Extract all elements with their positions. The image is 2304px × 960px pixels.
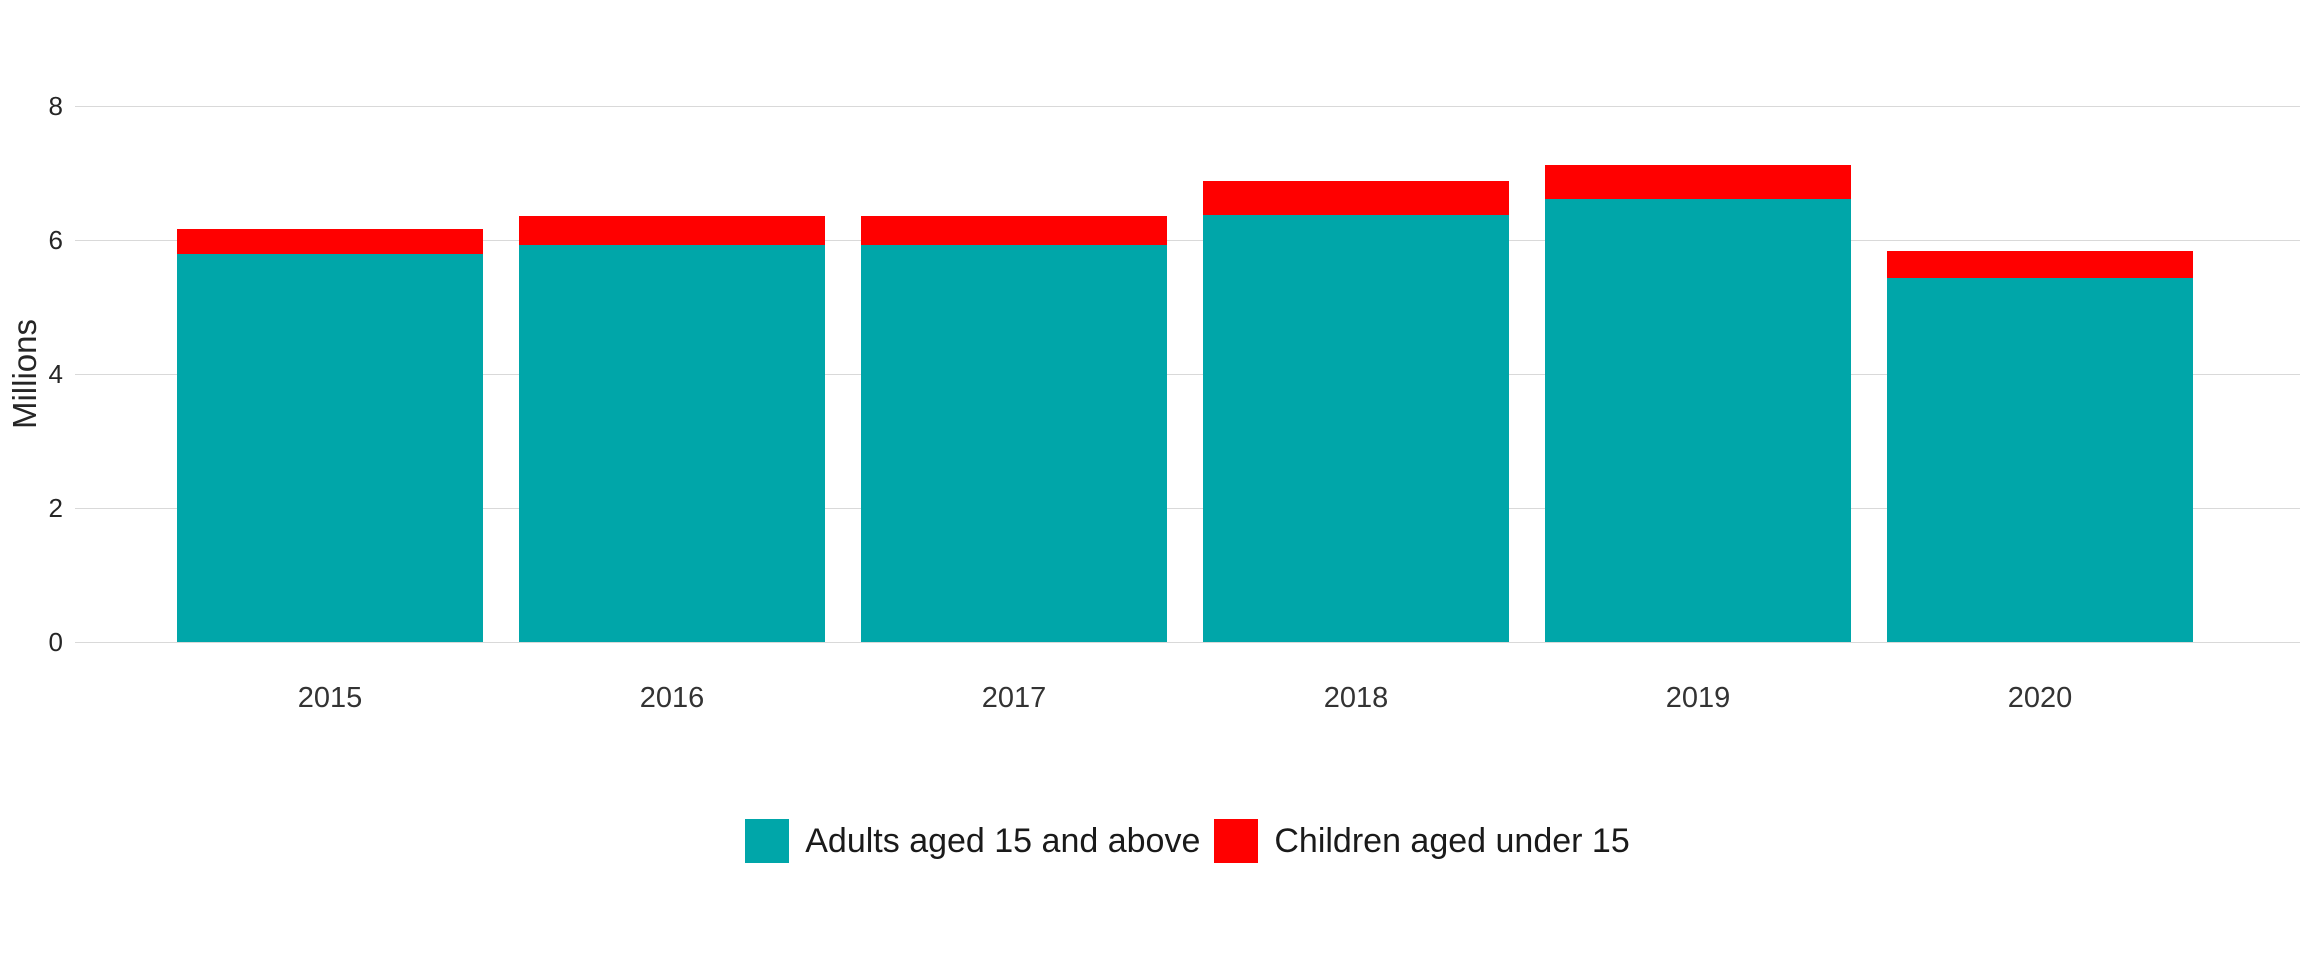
- x-tick-label-2020: 2020: [2007, 682, 2073, 714]
- y-tick-label-6: 6: [48, 225, 63, 255]
- bar-segment-2018-adults[interactable]: [1203, 215, 1509, 642]
- bar-segment-2020-children[interactable]: [1887, 250, 2193, 279]
- bar-segment-2020-adults[interactable]: [1887, 278, 2193, 642]
- x-tick-label-2017: 2017: [981, 682, 1047, 714]
- y-tick-label-2: 2: [48, 493, 63, 523]
- bar-segment-2015-adults[interactable]: [177, 254, 483, 642]
- x-tick-label-2018: 2018: [1323, 682, 1389, 714]
- y-tick-label-8: 8: [48, 91, 63, 121]
- legend-item-adults[interactable]: Adults aged 15 and above: [745, 819, 1200, 863]
- x-tick-label-2016: 2016: [639, 682, 705, 714]
- y-tick-label-4: 4: [48, 359, 63, 389]
- gridline-y-6: [75, 239, 2300, 241]
- gridline-y-4: [75, 373, 2300, 375]
- legend-item-children[interactable]: Children aged under 15: [1214, 819, 1630, 863]
- legend-label-adults: Adults aged 15 and above: [805, 822, 1201, 860]
- bar-segment-2018-children[interactable]: [1203, 181, 1509, 216]
- bar-segment-2016-children[interactable]: [519, 215, 825, 245]
- bar-segment-2019-adults[interactable]: [1545, 199, 1851, 642]
- bar-segment-2017-children[interactable]: [861, 215, 1167, 246]
- legend-swatch-children: [1214, 819, 1259, 863]
- x-tick-label-2019: 2019: [1665, 682, 1731, 714]
- legend: Adults aged 15 and above Children aged u…: [75, 819, 2300, 863]
- bar-segment-2017-adults[interactable]: [861, 245, 1167, 642]
- y-tick-label-0: 0: [48, 627, 63, 657]
- legend-label-children: Children aged under 15: [1274, 822, 1630, 860]
- bar-segment-2019-children[interactable]: [1545, 164, 1851, 200]
- plot-area: [75, 105, 2300, 643]
- bar-segment-2016-adults[interactable]: [519, 244, 825, 642]
- gridline-y-2: [75, 507, 2300, 509]
- gridline-y-8: [75, 105, 2300, 107]
- x-tick-label-2015: 2015: [297, 682, 363, 714]
- legend-swatch-adults: [745, 819, 790, 863]
- gridline-y-0: [75, 641, 2300, 643]
- bar-segment-2015-children[interactable]: [177, 229, 483, 255]
